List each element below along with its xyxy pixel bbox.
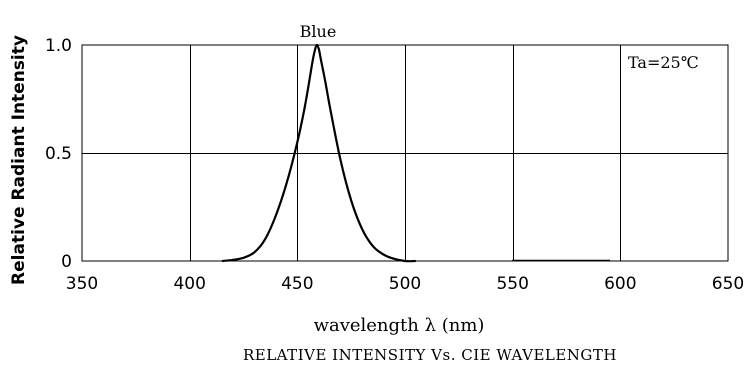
x-tick-label: 600 (604, 274, 636, 294)
y-axis-label: Relative Radiant Intensity (9, 35, 29, 285)
x-tick-label: 500 (389, 274, 421, 294)
temperature-annotation: Ta=25℃ (628, 53, 699, 72)
x-tick-label: 400 (173, 274, 205, 294)
y-tick-label: 0.5 (45, 144, 72, 164)
x-tick-label: 450 (281, 274, 313, 294)
series-label-blue: Blue (300, 22, 337, 41)
y-tick-label: 1.0 (45, 36, 72, 56)
chart-caption: RELATIVE INTENSITY Vs. CIE WAVELENGTH (243, 346, 617, 364)
x-tick-labels: 350 400 450 500 550 600 650 (66, 274, 744, 294)
grid-lines (82, 45, 728, 261)
x-axis-label: wavelength λ (nm) (314, 315, 485, 336)
x-tick-label: 650 (712, 274, 744, 294)
series-line-blue (221, 43, 416, 263)
x-tick-label: 350 (66, 274, 98, 294)
y-tick-label: 0 (61, 252, 72, 272)
y-tick-labels: 0 0.5 1.0 (45, 36, 72, 272)
x-tick-label: 550 (496, 274, 528, 294)
